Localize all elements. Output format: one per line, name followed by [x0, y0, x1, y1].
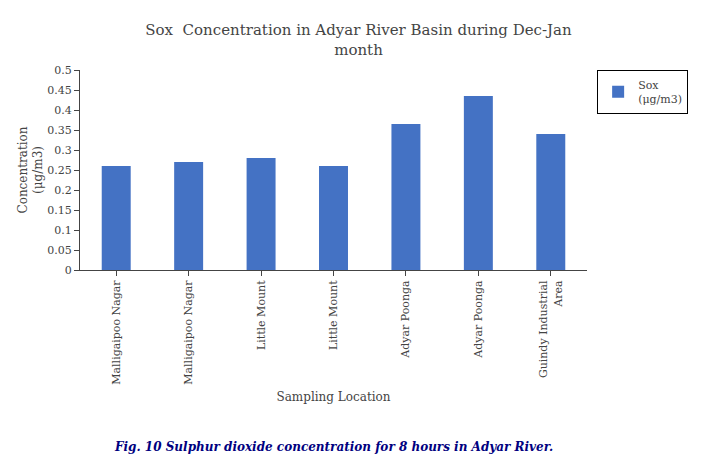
svg-text:Adyar Poonga: Adyar Poonga — [400, 280, 413, 359]
svg-text:Little Mount: Little Mount — [327, 280, 340, 350]
svg-text:Malligaipoo Nagar: Malligaipoo Nagar — [110, 280, 123, 385]
svg-text:Guindy IndustrialArea: Guindy IndustrialArea — [537, 280, 564, 378]
svg-text:0.15: 0.15 — [47, 204, 72, 217]
svg-text:Sox Concentration in Adyar Ri: Sox Concentration in Adyar River Basin d… — [145, 21, 572, 59]
svg-text:Sox(μg/m3): Sox(μg/m3) — [638, 79, 682, 106]
svg-text:0: 0 — [65, 264, 72, 277]
svg-text:0.05: 0.05 — [47, 244, 72, 257]
svg-text:0.5: 0.5 — [54, 64, 72, 77]
svg-text:Sampling Location: Sampling Location — [276, 390, 390, 404]
svg-text:0.3: 0.3 — [54, 144, 72, 157]
svg-text:0.4: 0.4 — [54, 104, 72, 117]
svg-text:0.2: 0.2 — [54, 184, 72, 197]
svg-text:0.45: 0.45 — [47, 84, 72, 97]
svg-text:0.35: 0.35 — [47, 124, 72, 137]
svg-text:Little Mount: Little Mount — [255, 280, 268, 350]
svg-text:Malligaipoo Nagar: Malligaipoo Nagar — [182, 280, 195, 385]
svg-text:Fig. 10 Sulphur dioxide concen: Fig. 10 Sulphur dioxide concentration fo… — [114, 440, 553, 454]
svg-text:Concentration(μg/m3): Concentration(μg/m3) — [16, 126, 46, 213]
svg-text:0.25: 0.25 — [47, 164, 72, 177]
svg-text:Adyar Poonga: Adyar Poonga — [472, 280, 485, 359]
svg-text:0.1: 0.1 — [54, 224, 72, 237]
